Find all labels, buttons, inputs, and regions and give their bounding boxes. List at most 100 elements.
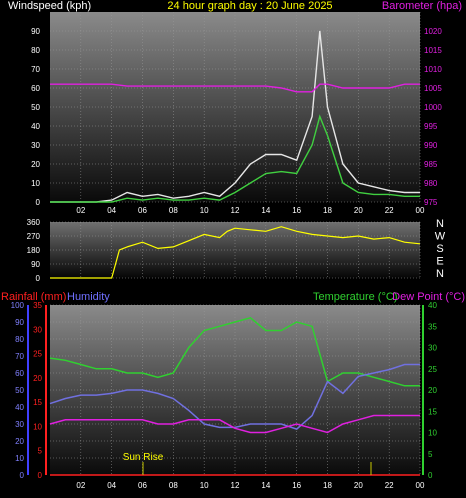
temp-x-tick-label: 20	[354, 481, 363, 490]
wind-x-tick-label: 06	[138, 206, 147, 215]
temp-x-tick-label: 22	[385, 481, 394, 490]
sunrise-label: Sun Rise	[123, 452, 164, 463]
temperature-tick-label: 35	[428, 322, 437, 331]
temp-series-line	[49, 363, 420, 430]
direction-y-tick-label: 270	[27, 232, 41, 241]
barometer-tick-label: 980	[424, 179, 438, 188]
temp-series-line	[49, 316, 420, 387]
humidity-tick-label: 100	[11, 301, 25, 310]
rainfall-tick-label: 10	[33, 422, 42, 431]
wind-y-tick-label: 90	[31, 27, 40, 36]
direction-y-tick-label: 180	[27, 246, 41, 255]
barometer-tick-label: 1015	[424, 46, 442, 55]
barometer-tick-label: 990	[424, 141, 438, 150]
temp-x-tick-label: 12	[231, 481, 240, 490]
rainfall-tick-label: 0	[38, 471, 43, 480]
wind-y-tick-label: 40	[31, 122, 40, 131]
barometer-label: Barometer (hpa)	[382, 0, 462, 12]
barometer-tick-label: 985	[424, 160, 438, 169]
wind-x-tick-label: 22	[385, 206, 394, 215]
temp-x-tick-label: 14	[261, 481, 270, 490]
graph-title: 24 hour graph day : 20 June 2025	[167, 0, 332, 12]
wind-x-tick-label: 14	[261, 206, 270, 215]
temp-x-tick-label: 02	[76, 481, 85, 490]
temperature-tick-label: 15	[428, 407, 437, 416]
wind-x-tick-label: 16	[292, 206, 301, 215]
temperature-tick-label: 10	[428, 429, 437, 438]
humidity-tick-label: 0	[20, 471, 25, 480]
barometer-tick-label: 1000	[424, 103, 442, 112]
barometer-tick-label: 1005	[424, 84, 442, 93]
rainfall-label: Rainfall (mm)	[1, 291, 66, 303]
barometer-tick-label: 1010	[424, 65, 442, 74]
humidity-tick-label: 20	[15, 437, 24, 446]
windspeed-label: Windspeed (kph)	[8, 0, 91, 12]
direction-series	[50, 226, 421, 279]
direction-compass-label: W	[435, 231, 446, 243]
wind-plot-area	[50, 12, 420, 202]
wind-y-tick-label: 30	[31, 141, 40, 150]
temperature-tick-label: 25	[428, 365, 437, 374]
temperature-tick-label: 5	[428, 450, 433, 459]
wind-x-tick-label: 12	[231, 206, 240, 215]
wind-x-tick-label: 04	[107, 206, 116, 215]
humidity-tick-label: 70	[15, 352, 24, 361]
humidity-tick-label: 60	[15, 369, 24, 378]
wind-y-tick-label: 60	[31, 84, 40, 93]
direction-compass-label: S	[436, 243, 443, 255]
wind-series-line	[50, 83, 420, 93]
barometer-tick-label: 1020	[424, 27, 442, 36]
rainfall-tick-label: 15	[33, 398, 42, 407]
temp-x-tick-label: 10	[200, 481, 209, 490]
direction-series-line	[50, 226, 421, 279]
temperature-tick-label: 0	[428, 471, 433, 480]
rainfall-tick-label: 30	[33, 325, 42, 334]
humidity-tick-label: 30	[15, 420, 24, 429]
direction-compass-label: E	[436, 256, 443, 268]
temp-x-tick-label: 00	[416, 481, 425, 490]
wind-y-tick-label: 80	[31, 46, 40, 55]
humidity-tick-label: 80	[15, 335, 24, 344]
wind-x-tick-label: 20	[354, 206, 363, 215]
wind-y-tick-label: 50	[31, 103, 40, 112]
humidity-tick-label: 50	[15, 386, 24, 395]
temp-series	[49, 316, 420, 476]
wind-y-tick-label: 20	[31, 160, 40, 169]
direction-y-tick-label: 90	[31, 260, 40, 269]
temperature-label: Temperature (°C)	[313, 291, 397, 303]
temp-series-line	[49, 414, 420, 434]
wind-axis-labels: 0102030405060708090975980985990995100010…	[31, 27, 442, 215]
barometer-tick-label: 995	[424, 122, 438, 131]
rainfall-tick-label: 5	[38, 447, 43, 456]
temp-x-tick-label: 06	[138, 481, 147, 490]
wind-x-tick-label: 08	[169, 206, 178, 215]
humidity-tick-label: 10	[15, 454, 24, 463]
temperature-tick-label: 40	[428, 301, 437, 310]
wind-series-line	[50, 30, 420, 203]
temperature-tick-label: 30	[428, 344, 437, 353]
temp-x-tick-label: 04	[107, 481, 116, 490]
wind-y-tick-label: 0	[36, 198, 41, 207]
temp-axis-labels: 0102030405060708090100051015202530350510…	[11, 301, 438, 490]
dewpoint-label: Dew Point (°C)	[392, 291, 465, 303]
rainfall-tick-label: 20	[33, 374, 42, 383]
temperature-tick-label: 20	[428, 386, 437, 395]
humidity-label: Humidity	[67, 291, 110, 303]
wind-y-tick-label: 10	[31, 179, 40, 188]
direction-y-tick-label: 0	[36, 274, 41, 283]
direction-compass-label: N	[436, 268, 444, 280]
barometer-tick-label: 975	[424, 198, 438, 207]
temp-x-tick-label: 16	[292, 481, 301, 490]
rainfall-tick-label: 25	[33, 350, 42, 359]
wind-x-tick-label: 18	[323, 206, 332, 215]
wind-x-tick-label: 00	[416, 206, 425, 215]
rainfall-tick-label: 35	[33, 301, 42, 310]
wind-series-line	[50, 114, 420, 203]
wind-series	[50, 30, 420, 203]
humidity-tick-label: 90	[15, 318, 24, 327]
temp-x-tick-label: 18	[323, 481, 332, 490]
temp-x-tick-label: 08	[169, 481, 178, 490]
direction-y-tick-label: 360	[27, 218, 41, 227]
